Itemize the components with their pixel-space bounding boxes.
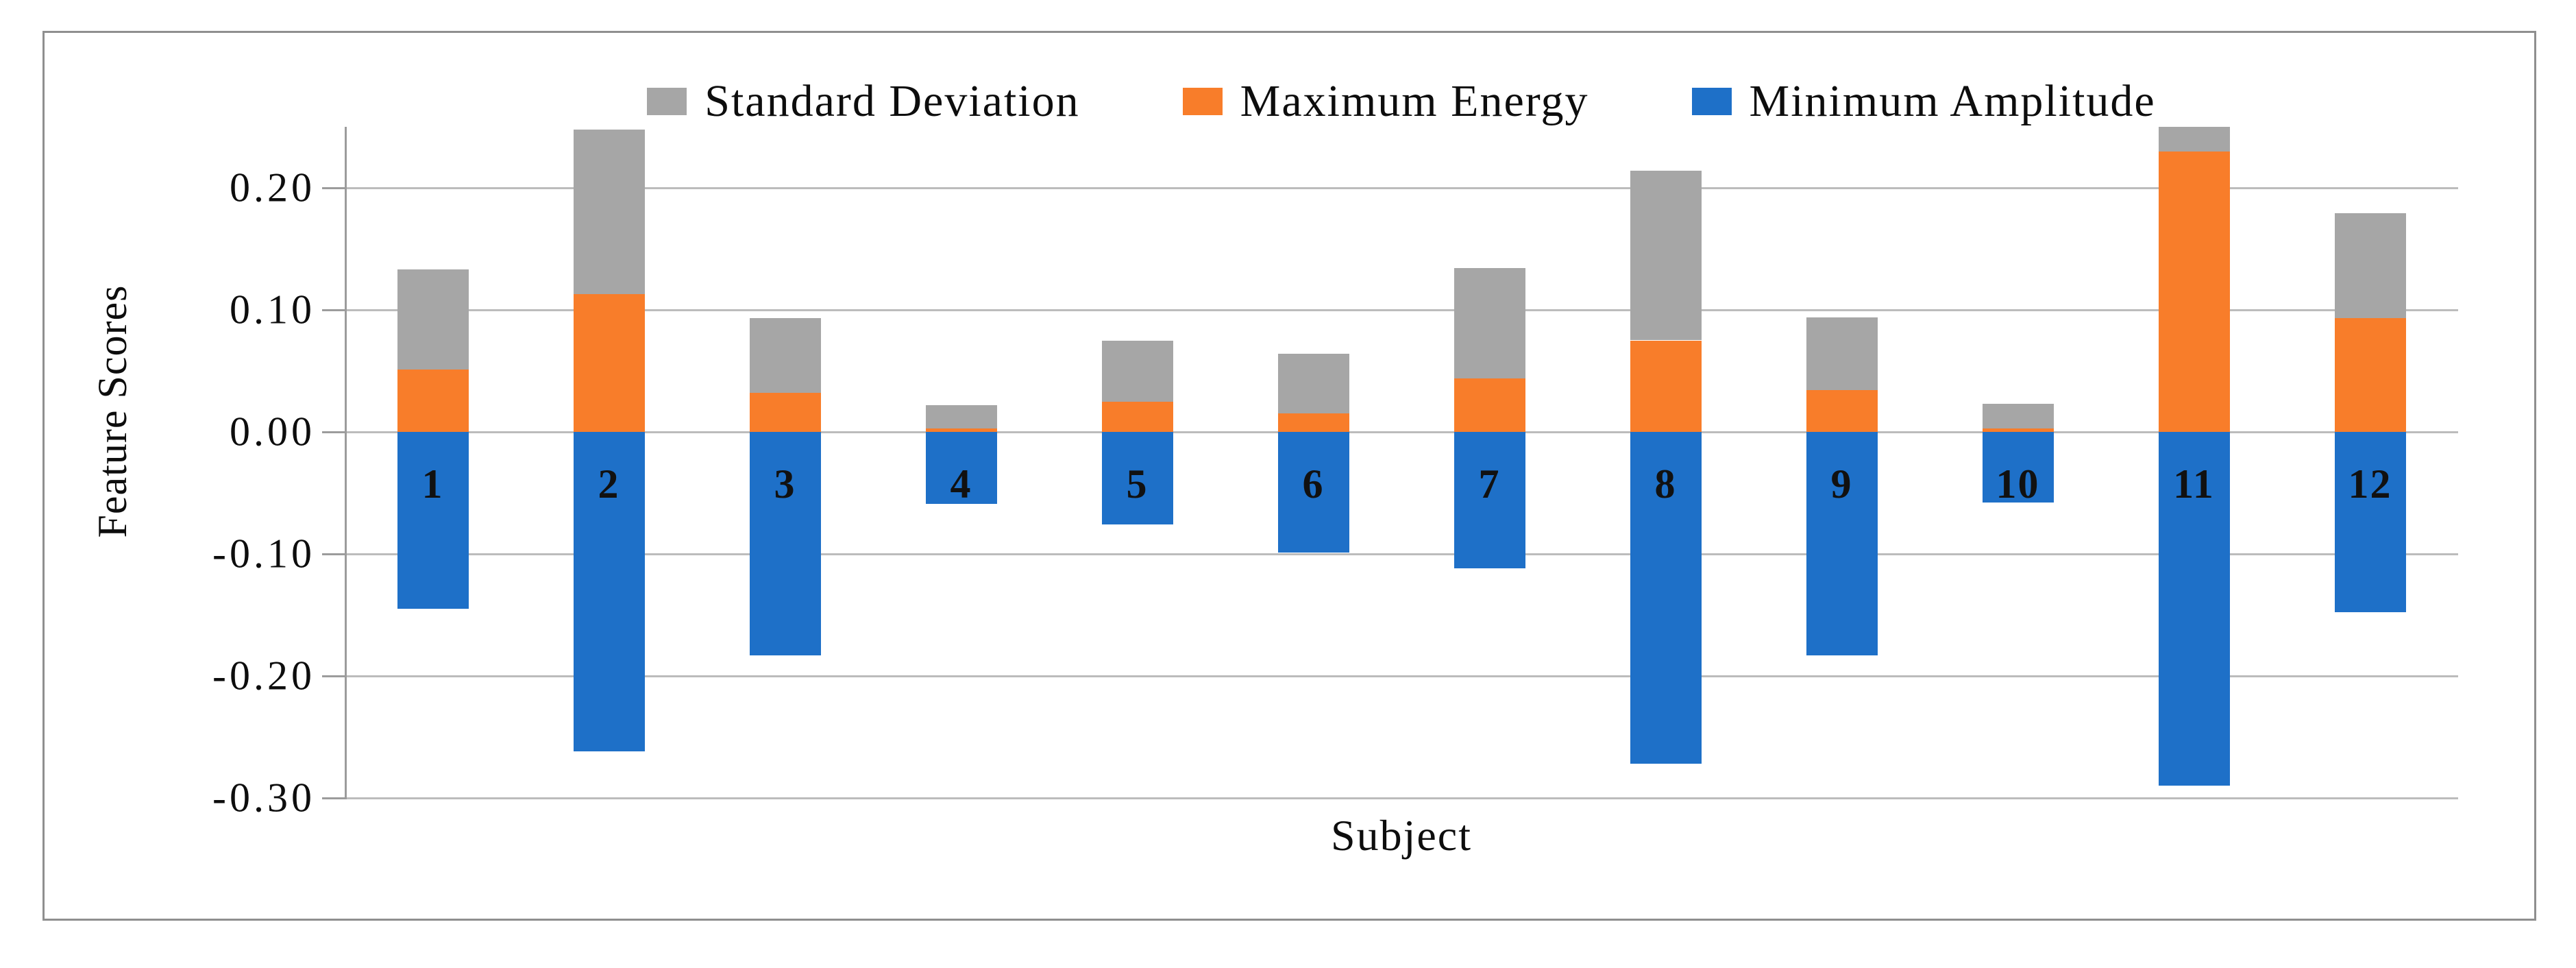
gridline xyxy=(345,431,2458,433)
figure-border xyxy=(42,31,2536,921)
bar-segment-minimum-amplitude xyxy=(573,432,645,752)
legend-item: Minimum Amplitude xyxy=(1691,75,2156,128)
bar-segment-minimum-amplitude xyxy=(925,432,997,505)
x-axis-title: Subject xyxy=(1331,811,1472,860)
bar-segment-minimum-amplitude xyxy=(1806,432,1878,655)
bar-category-label: 6 xyxy=(1302,461,1325,507)
legend-item: Maximum Energy xyxy=(1182,75,1589,128)
gridline xyxy=(345,309,2458,311)
bar-category-label: 9 xyxy=(1830,461,1853,507)
bar-segment-standard-deviation xyxy=(1982,404,2054,428)
legend-label: Maximum Energy xyxy=(1240,76,1589,126)
bar-segment-maximum-energy xyxy=(1453,378,1525,432)
bar-segment-minimum-amplitude xyxy=(1453,432,1525,569)
y-axis-tick xyxy=(322,675,345,677)
y-axis-tick xyxy=(322,553,345,555)
bar-segment-maximum-energy xyxy=(1277,413,1349,432)
bar-segment-maximum-energy xyxy=(1982,428,2054,432)
bar-segment-standard-deviation xyxy=(2334,213,2406,319)
y-axis-tick xyxy=(322,309,345,311)
bar-segment-minimum-amplitude xyxy=(1982,432,2054,503)
legend-label: Standard Deviation xyxy=(704,76,1080,126)
bar-segment-standard-deviation xyxy=(749,318,821,394)
y-tick-label: 0.10 xyxy=(230,287,315,332)
gridline xyxy=(345,187,2458,189)
bar-segment-minimum-amplitude xyxy=(397,432,469,609)
bar-segment-maximum-energy xyxy=(1630,340,1702,432)
bar-segment-maximum-energy xyxy=(2158,151,2230,432)
bar-category-label: 10 xyxy=(1996,461,2040,507)
bar-segment-standard-deviation xyxy=(1453,268,1525,378)
y-axis-line xyxy=(345,127,347,799)
y-axis-tick xyxy=(322,187,345,189)
bar-segment-standard-deviation xyxy=(1101,340,1173,402)
bar-segment-minimum-amplitude xyxy=(1630,432,1702,764)
bar-segment-maximum-energy xyxy=(2334,318,2406,432)
y-tick-label: 0.20 xyxy=(230,165,315,210)
bar-segment-standard-deviation xyxy=(1806,317,1878,391)
bar-segment-standard-deviation xyxy=(573,129,645,294)
bar-segment-standard-deviation xyxy=(1277,354,1349,414)
bar-segment-maximum-energy xyxy=(749,393,821,432)
bar-category-label: 4 xyxy=(950,461,972,507)
gridline xyxy=(345,553,2458,555)
bar-segment-minimum-amplitude xyxy=(1101,432,1173,525)
bar-category-label: 11 xyxy=(2173,461,2215,507)
bar-segment-minimum-amplitude xyxy=(2158,432,2230,786)
legend-swatch-icon xyxy=(1691,88,1732,115)
bar-category-label: 7 xyxy=(1478,461,1501,507)
y-tick-label: 0.00 xyxy=(230,409,315,455)
y-axis-tick xyxy=(322,431,345,433)
bar-segment-standard-deviation xyxy=(397,269,469,370)
bar-segment-maximum-energy xyxy=(397,370,469,432)
bar-category-label: 8 xyxy=(1654,461,1677,507)
legend: Standard Deviation Maximum Energy Minimum … xyxy=(345,69,2458,134)
bar-segment-minimum-amplitude xyxy=(2334,432,2406,613)
bar-segment-standard-deviation xyxy=(1630,171,1702,341)
bar-category-label: 12 xyxy=(2348,461,2392,507)
bar-segment-standard-deviation xyxy=(2158,127,2230,152)
bar-category-label: 5 xyxy=(1126,461,1149,507)
y-axis-title-text: Feature Scores xyxy=(90,285,135,538)
y-tick-label: -0.20 xyxy=(212,653,315,699)
bar-segment-maximum-energy xyxy=(573,293,645,432)
y-tick-label: -0.30 xyxy=(212,775,315,821)
legend-item: Standard Deviation xyxy=(647,75,1079,128)
y-tick-label: -0.10 xyxy=(212,531,315,577)
bar-segment-maximum-energy xyxy=(1101,401,1173,432)
bar-segment-maximum-energy xyxy=(925,428,997,432)
bar-segment-standard-deviation xyxy=(925,404,997,428)
legend-swatch-icon xyxy=(647,88,687,115)
bar-category-label: 3 xyxy=(774,461,796,507)
gridline xyxy=(345,675,2458,677)
bar-segment-maximum-energy xyxy=(1806,390,1878,432)
bar-category-label: 1 xyxy=(421,461,444,507)
bar-category-label: 2 xyxy=(598,461,620,507)
legend-swatch-icon xyxy=(1182,88,1223,115)
y-axis-tick xyxy=(322,797,345,799)
legend-label: Minimum Amplitude xyxy=(1749,76,2156,126)
bar-segment-minimum-amplitude xyxy=(1277,432,1349,553)
gridline xyxy=(345,797,2458,799)
bar-segment-minimum-amplitude xyxy=(749,432,821,655)
